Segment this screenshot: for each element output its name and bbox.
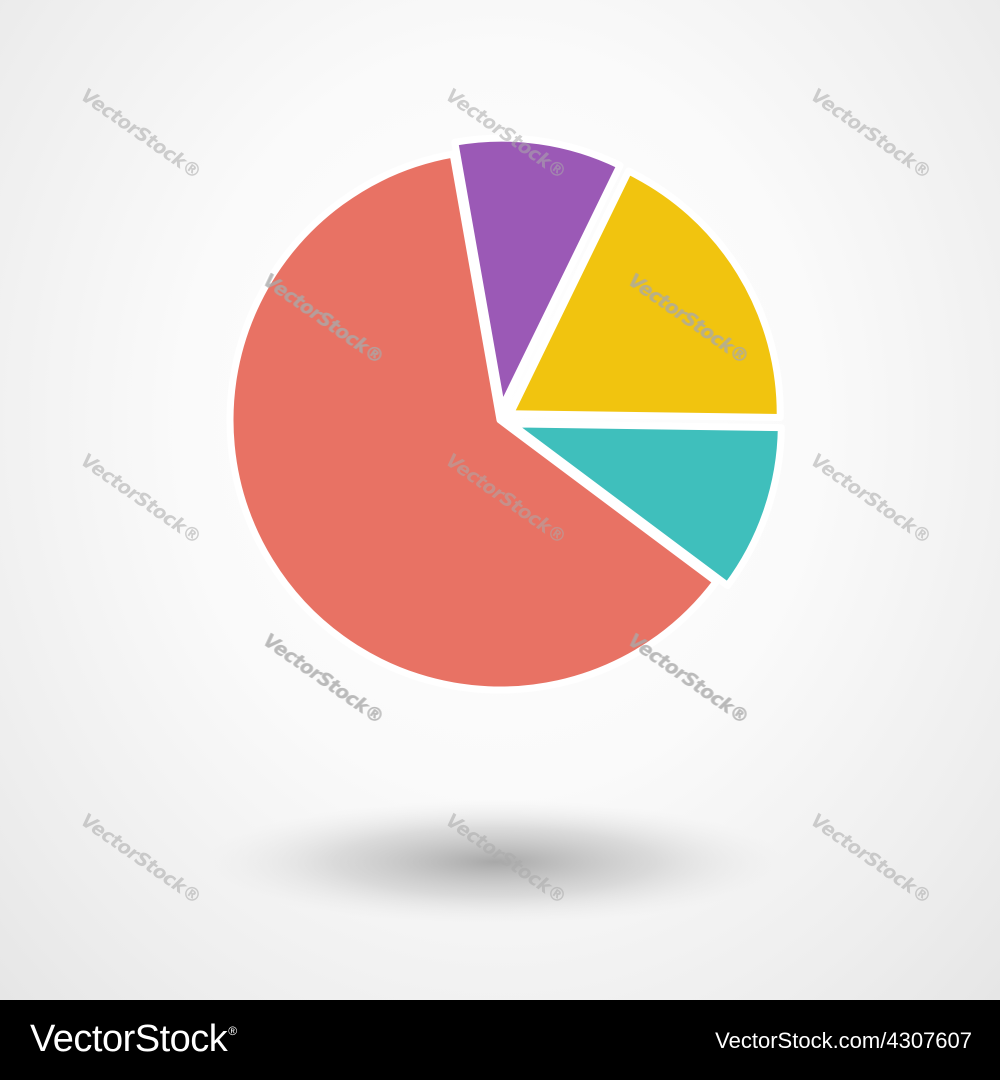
pie-slice-3 xyxy=(507,420,785,590)
pie-shadow xyxy=(205,800,785,924)
footer-bar: VectorStock® VectorStock.com/4307607 xyxy=(0,1000,1000,1080)
pie-slice-4 xyxy=(226,150,720,694)
footer-brand-logo: VectorStock® xyxy=(30,1018,237,1060)
artboard: VectorStock® VectorStock® VectorStock® Vect… xyxy=(0,0,1000,1000)
pie-chart xyxy=(205,134,785,924)
pie-slices xyxy=(226,134,785,694)
pie-slice-2 xyxy=(506,167,784,421)
pie-slice-1 xyxy=(451,134,624,412)
footer-url: VectorStock.com/4307607 xyxy=(715,1028,972,1053)
